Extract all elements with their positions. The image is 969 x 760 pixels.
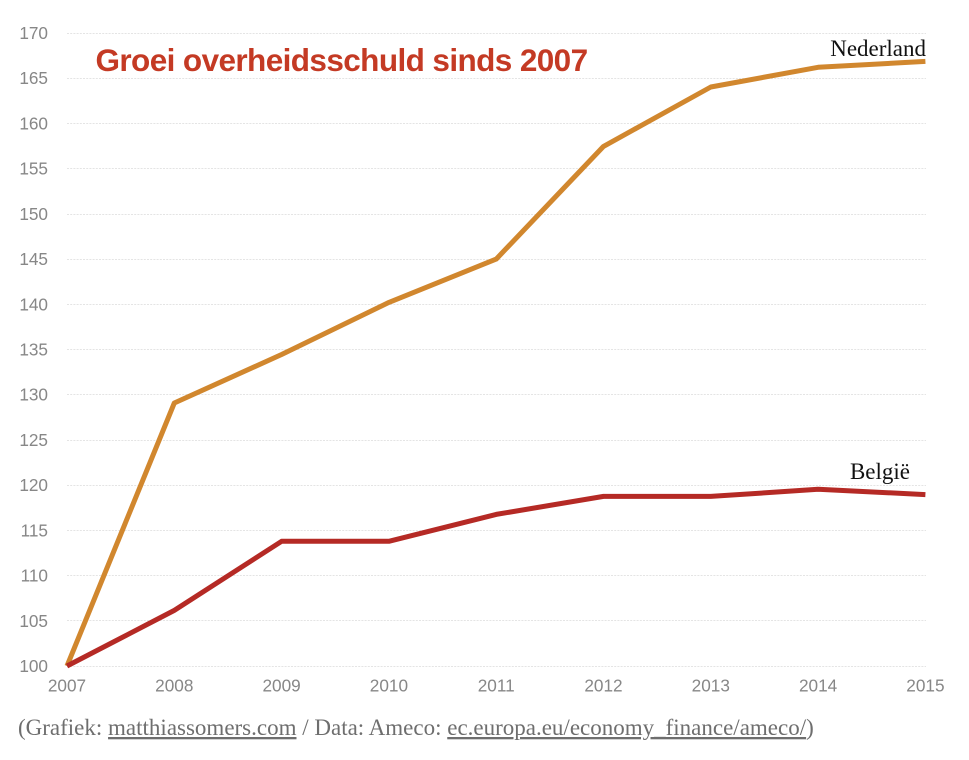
- svg-text:België: België: [850, 459, 910, 484]
- svg-text:2012: 2012: [584, 676, 622, 696]
- svg-text:105: 105: [19, 611, 48, 631]
- svg-text:170: 170: [19, 23, 48, 43]
- svg-text:2013: 2013: [692, 676, 730, 696]
- svg-text:(Grafiek: matthiassomers.com /: (Grafiek: matthiassomers.com / Data: Ame…: [18, 715, 814, 740]
- svg-text:150: 150: [19, 204, 48, 224]
- svg-text:100: 100: [19, 656, 48, 676]
- svg-text:165: 165: [19, 68, 48, 88]
- svg-text:160: 160: [19, 113, 48, 133]
- svg-text:2010: 2010: [370, 676, 408, 696]
- svg-text:110: 110: [21, 566, 48, 586]
- svg-text:2011: 2011: [478, 676, 515, 696]
- svg-text:145: 145: [19, 249, 48, 269]
- svg-text:120: 120: [19, 475, 48, 495]
- svg-text:2008: 2008: [155, 676, 193, 696]
- svg-text:Groei overheidsschuld sinds 20: Groei overheidsschuld sinds 2007: [96, 42, 588, 78]
- svg-text:130: 130: [19, 385, 48, 405]
- svg-text:155: 155: [19, 159, 48, 179]
- svg-text:140: 140: [19, 294, 48, 314]
- svg-text:2014: 2014: [799, 676, 838, 696]
- svg-text:Nederland: Nederland: [830, 36, 926, 61]
- svg-text:115: 115: [21, 520, 48, 540]
- svg-text:2007: 2007: [48, 676, 86, 696]
- svg-text:125: 125: [19, 430, 48, 450]
- svg-text:2015: 2015: [906, 676, 944, 696]
- svg-text:2009: 2009: [262, 676, 300, 696]
- svg-text:135: 135: [19, 340, 48, 360]
